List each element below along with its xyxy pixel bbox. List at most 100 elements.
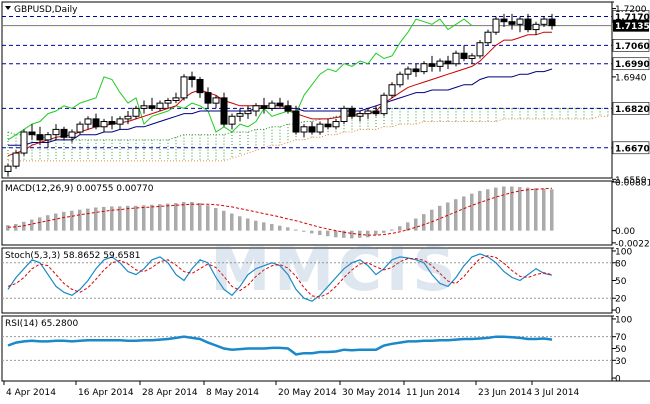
macd-bar bbox=[134, 205, 138, 231]
candle-body bbox=[508, 21, 516, 25]
macd-axis-label: 0.00 bbox=[615, 227, 635, 237]
candle-body bbox=[548, 18, 556, 27]
candle-body bbox=[348, 107, 356, 117]
macd-bar bbox=[270, 224, 274, 231]
macd-bar bbox=[430, 209, 434, 231]
macd-bar bbox=[182, 201, 186, 231]
time-axis-label: 30 May 2014 bbox=[342, 388, 401, 398]
level-label: 1.6820 bbox=[615, 105, 650, 115]
candle-body bbox=[524, 18, 532, 31]
macd-bar bbox=[126, 205, 130, 231]
price-title: GBPUSD,Daily bbox=[14, 5, 78, 15]
macd-bar bbox=[238, 216, 242, 231]
macd-bar bbox=[78, 209, 82, 231]
candle-body bbox=[468, 55, 476, 59]
stoch-axis-label: 100 bbox=[615, 247, 632, 257]
macd-bar bbox=[174, 203, 178, 231]
time-axis-label: 20 May 2014 bbox=[278, 388, 337, 398]
candle-body bbox=[356, 113, 364, 117]
macd-bar bbox=[486, 189, 490, 231]
macd-bar bbox=[510, 186, 514, 231]
macd-bar bbox=[46, 215, 50, 231]
pane-frame-price bbox=[1, 1, 613, 179]
candle-body bbox=[148, 105, 156, 109]
macd-bar bbox=[470, 193, 474, 231]
candle-body bbox=[428, 63, 436, 67]
candle-body bbox=[108, 121, 116, 125]
candle-body bbox=[460, 52, 468, 59]
macd-bar bbox=[350, 230, 354, 239]
candle-body bbox=[140, 105, 148, 109]
tenkan-line bbox=[7, 31, 552, 157]
macd-axis-label: 0.00881 bbox=[615, 179, 650, 189]
stoch-signal-line bbox=[7, 255, 553, 298]
rsi-axis-label: 30 bbox=[615, 357, 627, 367]
candle-body bbox=[412, 68, 420, 73]
macd-bar bbox=[294, 229, 298, 231]
rsi-line bbox=[7, 335, 553, 356]
macd-bar bbox=[38, 217, 42, 231]
macd-bar bbox=[14, 224, 18, 231]
macd-bar bbox=[158, 204, 162, 231]
stoch-title: Stoch(5,3,3) 58.8652 59.6581 bbox=[5, 251, 140, 261]
macd-bar bbox=[62, 211, 66, 231]
stoch-axis-label: 20 bbox=[615, 295, 627, 305]
macd-bar bbox=[478, 190, 482, 231]
candle-body bbox=[532, 23, 540, 31]
level-label-box bbox=[612, 57, 650, 71]
pane-frame-macd bbox=[1, 180, 613, 246]
candle-body bbox=[308, 126, 316, 133]
macd-bar bbox=[526, 187, 530, 231]
candle-body bbox=[68, 131, 76, 138]
rsi-title: RSI(14) 65.2800 bbox=[5, 319, 78, 329]
macd-bar bbox=[198, 203, 202, 231]
macd-bar bbox=[70, 210, 74, 231]
level-label-box bbox=[612, 39, 650, 52]
candle-body bbox=[36, 134, 44, 141]
time-axis-label: 11 Jun 2014 bbox=[406, 388, 460, 398]
candle-body bbox=[52, 128, 60, 136]
macd-bar bbox=[462, 196, 466, 231]
candle-body bbox=[228, 115, 236, 125]
title-dropdown-icon bbox=[5, 6, 11, 10]
kijun-line bbox=[8, 68, 553, 146]
macd-bar bbox=[110, 206, 114, 231]
macd-bar bbox=[94, 207, 98, 231]
macd-bar bbox=[382, 230, 386, 233]
macd-bar bbox=[214, 208, 218, 231]
price-axis-label: 1.6940 bbox=[615, 73, 647, 83]
candle-body bbox=[100, 121, 108, 128]
macd-bar bbox=[366, 230, 370, 238]
macd-bar bbox=[550, 189, 554, 231]
cloud-span-b bbox=[8, 115, 608, 162]
candle-body bbox=[244, 110, 252, 115]
stoch-axis-label: 80 bbox=[615, 259, 627, 269]
current-price-box bbox=[613, 19, 649, 32]
candle-body bbox=[292, 110, 300, 133]
macd-bar bbox=[438, 205, 442, 231]
candle-body bbox=[380, 94, 388, 115]
macd-signal-line bbox=[7, 187, 553, 236]
candle-body bbox=[260, 105, 268, 109]
time-axis-label: 16 Apr 2014 bbox=[78, 388, 134, 398]
level-label: 1.7170 bbox=[615, 13, 650, 23]
macd-bar bbox=[206, 205, 210, 231]
current-price-label: 1.7135 bbox=[615, 22, 650, 32]
macd-bar bbox=[542, 188, 546, 231]
level-label-box bbox=[612, 102, 650, 115]
time-axis-label: 8 May 2014 bbox=[206, 388, 259, 398]
candle-body bbox=[20, 131, 28, 154]
macd-bar bbox=[142, 205, 146, 231]
macd-bar bbox=[398, 226, 402, 231]
candle-body bbox=[340, 107, 348, 123]
price-axis-label: 1.7200 bbox=[615, 5, 647, 15]
macd-bar bbox=[318, 230, 322, 236]
candle-body bbox=[484, 31, 492, 44]
macd-bar bbox=[246, 218, 250, 231]
price-axis-label: 1.6550 bbox=[615, 176, 647, 186]
level-label-box bbox=[612, 141, 650, 155]
candle-body bbox=[268, 102, 276, 109]
macd-bar bbox=[118, 206, 122, 231]
macd-bar bbox=[230, 213, 234, 231]
candle-body bbox=[300, 126, 308, 133]
